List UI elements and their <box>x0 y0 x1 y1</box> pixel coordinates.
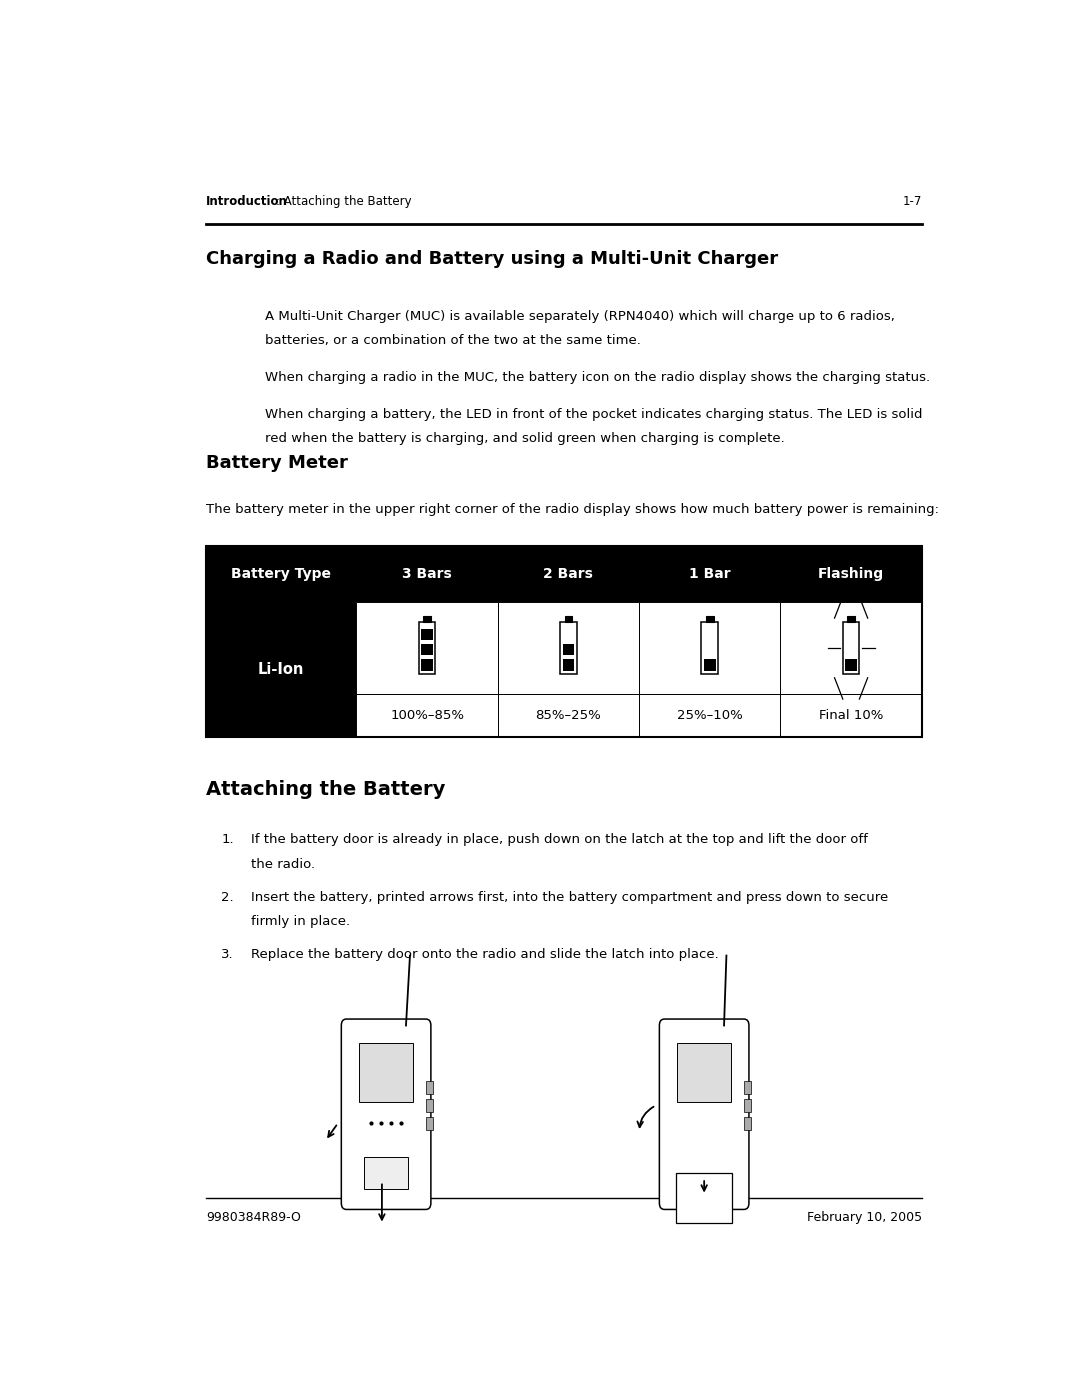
Text: When charging a battery, the LED in front of the pocket indicates charging statu: When charging a battery, the LED in fron… <box>265 408 922 420</box>
Text: 2 Bars: 2 Bars <box>543 567 593 581</box>
Bar <box>639 694 781 736</box>
Bar <box>563 659 575 671</box>
Bar <box>356 694 498 736</box>
Bar <box>781 602 922 694</box>
Bar <box>846 659 856 671</box>
Text: : Attaching the Battery: : Attaching the Battery <box>275 194 411 208</box>
Text: batteries, or a combination of the two at the same time.: batteries, or a combination of the two a… <box>265 334 640 348</box>
Text: 3 Bars: 3 Bars <box>402 567 451 581</box>
Text: Replace the battery door onto the radio and slide the latch into place.: Replace the battery door onto the radio … <box>251 947 718 961</box>
Text: 1.: 1. <box>221 834 233 847</box>
Text: 1 Bar: 1 Bar <box>689 567 730 581</box>
Bar <box>677 1044 731 1102</box>
Bar <box>842 622 860 673</box>
Text: Battery Type: Battery Type <box>231 567 332 581</box>
Text: A Multi-Unit Charger (MUC) is available separately (RPN4040) which will charge u: A Multi-Unit Charger (MUC) is available … <box>265 310 894 323</box>
Bar <box>498 694 639 736</box>
Bar <box>426 1081 433 1094</box>
Text: red when the battery is charging, and solid green when charging is complete.: red when the battery is charging, and so… <box>265 432 784 446</box>
Text: Charging a Radio and Battery using a Multi-Unit Charger: Charging a Radio and Battery using a Mul… <box>206 250 779 268</box>
Text: Insert the battery, printed arrows first, into the battery compartment and press: Insert the battery, printed arrows first… <box>251 890 888 904</box>
Text: 3.: 3. <box>221 947 233 961</box>
Text: If the battery door is already in place, push down on the latch at the top and l: If the battery door is already in place,… <box>251 834 867 847</box>
Bar <box>848 616 855 622</box>
FancyBboxPatch shape <box>341 1018 431 1210</box>
Bar <box>356 602 498 694</box>
Bar <box>421 659 433 671</box>
Bar <box>565 616 572 622</box>
Text: The battery meter in the upper right corner of the radio display shows how much : The battery meter in the upper right cor… <box>206 503 940 517</box>
Bar <box>421 629 433 640</box>
Text: 1-7: 1-7 <box>903 194 922 208</box>
Bar <box>781 694 922 736</box>
Bar <box>498 602 639 694</box>
Text: Introduction: Introduction <box>206 194 288 208</box>
Bar <box>364 1157 408 1189</box>
Bar <box>426 1099 433 1112</box>
Bar <box>704 659 716 671</box>
Bar <box>359 1044 414 1102</box>
Bar <box>419 622 435 673</box>
Bar <box>701 622 718 673</box>
Text: Attaching the Battery: Attaching the Battery <box>206 780 446 799</box>
Bar <box>706 616 714 622</box>
Text: Flashing: Flashing <box>818 567 885 581</box>
Text: February 10, 2005: February 10, 2005 <box>807 1211 922 1224</box>
Bar <box>639 602 781 694</box>
Bar <box>563 644 575 655</box>
Bar <box>421 644 433 655</box>
Text: Li-Ion: Li-Ion <box>258 662 305 678</box>
Text: 85%–25%: 85%–25% <box>536 708 602 722</box>
Bar <box>676 1173 732 1222</box>
Bar <box>423 616 431 622</box>
Bar <box>206 546 922 736</box>
Text: 25%–10%: 25%–10% <box>677 708 743 722</box>
Text: firmly in place.: firmly in place. <box>251 915 350 928</box>
Text: When charging a radio in the MUC, the battery icon on the radio display shows th: When charging a radio in the MUC, the ba… <box>265 372 930 384</box>
Bar <box>744 1116 751 1130</box>
Bar <box>206 602 356 736</box>
Text: 2.: 2. <box>221 890 233 904</box>
Bar <box>206 546 922 602</box>
Text: Final 10%: Final 10% <box>819 708 883 722</box>
Text: the radio.: the radio. <box>251 858 314 872</box>
Text: Battery Meter: Battery Meter <box>206 454 348 472</box>
Bar <box>426 1116 433 1130</box>
Text: 100%–85%: 100%–85% <box>390 708 464 722</box>
Text: 9980384R89-O: 9980384R89-O <box>206 1211 301 1224</box>
Bar <box>744 1099 751 1112</box>
Bar <box>744 1081 751 1094</box>
FancyBboxPatch shape <box>660 1018 748 1210</box>
Bar <box>561 622 577 673</box>
